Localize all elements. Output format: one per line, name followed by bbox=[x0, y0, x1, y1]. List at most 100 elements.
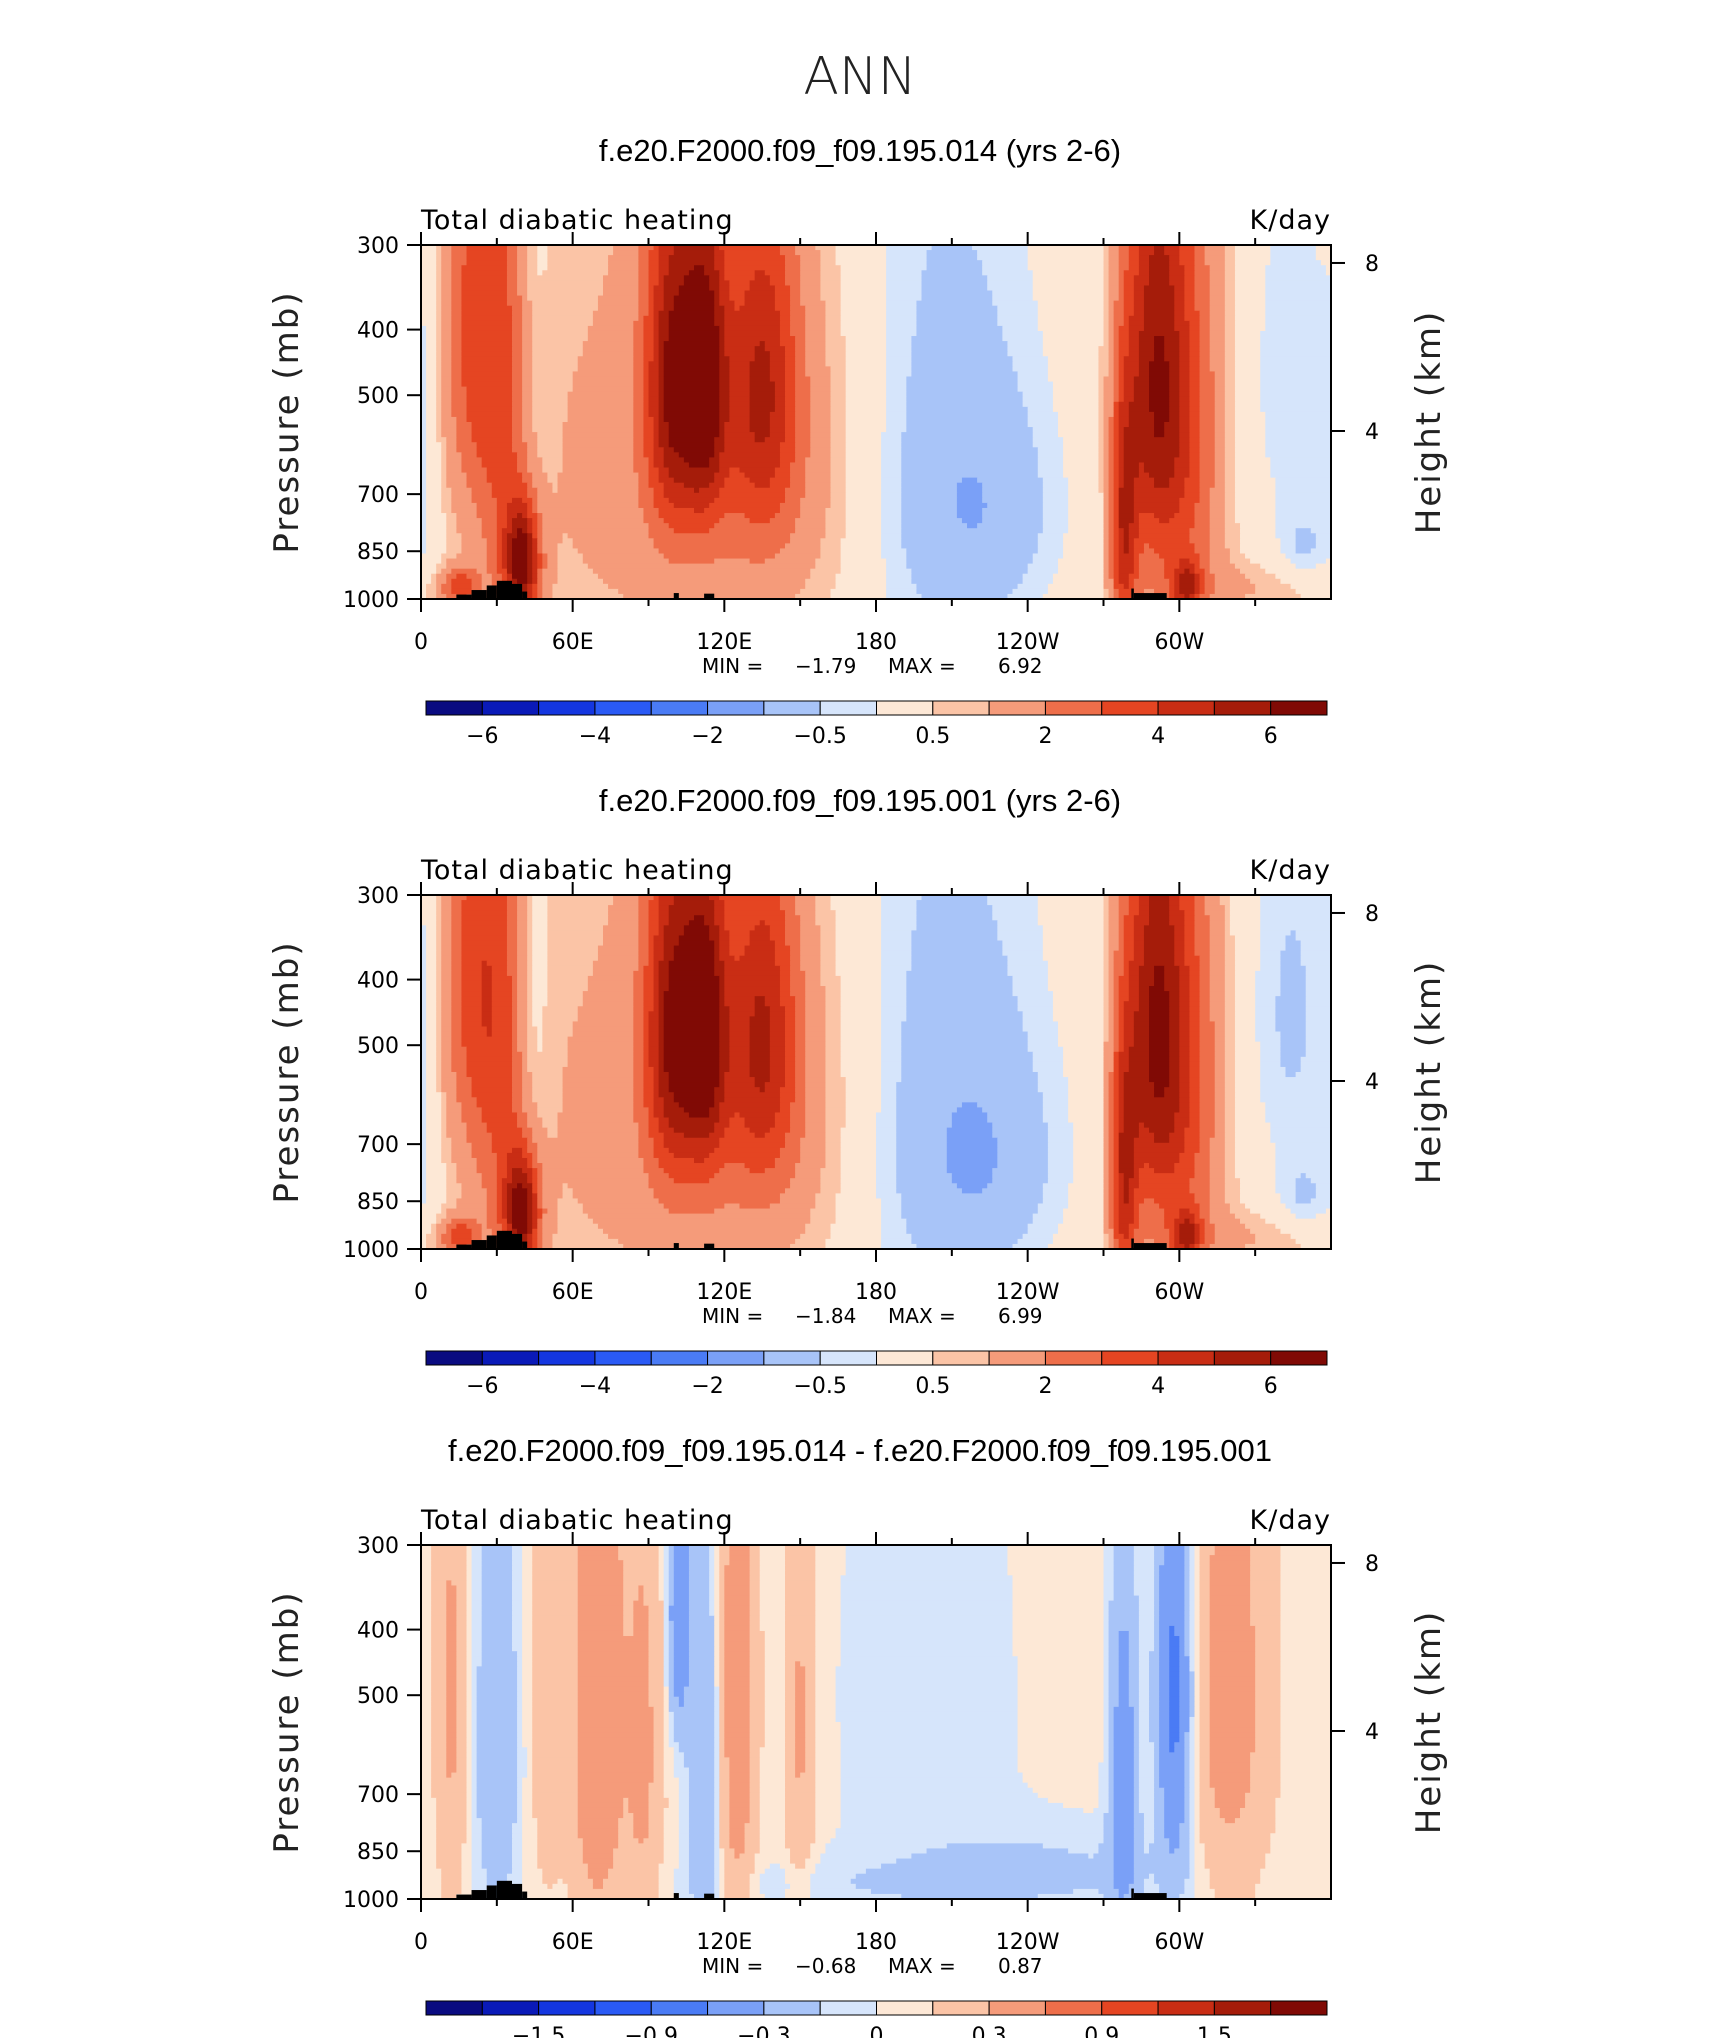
heatmap-cell bbox=[881, 472, 902, 479]
heatmap-cell bbox=[537, 563, 543, 570]
heatmap-cell bbox=[522, 528, 528, 534]
heatmap-cell bbox=[886, 341, 912, 347]
heatmap-cell bbox=[820, 275, 842, 281]
heatmap-cell bbox=[1260, 351, 1332, 357]
heatmap-cell bbox=[421, 553, 442, 560]
heatmap-cell bbox=[446, 477, 468, 484]
heatmap-cell bbox=[421, 935, 427, 942]
heatmap-cell bbox=[724, 513, 746, 519]
heatmap-cell bbox=[1174, 467, 1191, 474]
heatmap-cell bbox=[1234, 432, 1266, 438]
heatmap-cell bbox=[840, 1036, 882, 1043]
y-tick-label: 700 bbox=[357, 483, 399, 508]
heatmap-cell bbox=[668, 325, 720, 332]
heatmap-cell bbox=[795, 895, 816, 901]
heatmap-cell bbox=[1138, 573, 1165, 580]
heatmap-cell bbox=[658, 280, 665, 287]
heatmap-cell bbox=[1108, 945, 1120, 952]
heatmap-cell bbox=[557, 558, 584, 565]
heatmap-cell bbox=[517, 1036, 528, 1043]
heatmap-cell bbox=[729, 1056, 751, 1063]
heatmap-cell bbox=[1234, 487, 1276, 494]
heatmap-cell bbox=[1234, 1102, 1266, 1108]
heatmap-cell bbox=[461, 275, 508, 281]
heatmap-cell bbox=[506, 900, 518, 906]
heatmap-cell bbox=[1209, 513, 1226, 519]
heatmap-cell bbox=[1149, 986, 1165, 992]
heatmap-cell bbox=[678, 935, 710, 942]
heatmap-cell bbox=[522, 1066, 528, 1073]
heatmap-cell bbox=[436, 1031, 442, 1038]
heatmap-cell bbox=[840, 543, 882, 550]
heatmap-cell bbox=[441, 381, 452, 388]
heatmap-cell bbox=[461, 285, 508, 292]
heatmap-cell bbox=[1118, 452, 1125, 458]
heatmap-cell bbox=[426, 477, 442, 484]
heatmap-cell bbox=[436, 935, 442, 942]
heatmap-cell bbox=[977, 255, 1029, 261]
heatmap-cell bbox=[451, 991, 463, 997]
heatmap-cell bbox=[633, 406, 645, 413]
heatmap-cell bbox=[1189, 391, 1201, 398]
heatmap-cell bbox=[840, 1046, 882, 1053]
heatmap-cell bbox=[820, 260, 837, 266]
heatmap-cell bbox=[795, 422, 811, 428]
heatmap-cell bbox=[1037, 310, 1105, 317]
heatmap-cell bbox=[1108, 1082, 1115, 1088]
heatmap-cell bbox=[774, 950, 791, 957]
heatmap-cell bbox=[633, 1087, 645, 1093]
heatmap-cell bbox=[1224, 533, 1241, 539]
heatmap-cell bbox=[1169, 1031, 1180, 1038]
heatmap-cell bbox=[506, 920, 518, 926]
heatmap-cell bbox=[1037, 462, 1064, 469]
heatmap-cell bbox=[1234, 1011, 1256, 1017]
heatmap-cell bbox=[1320, 260, 1332, 266]
heatmap-cell bbox=[1164, 351, 1180, 357]
heatmap-cell bbox=[1194, 245, 1206, 251]
heatmap-cell bbox=[764, 346, 786, 352]
heatmap-cell bbox=[1194, 568, 1206, 575]
heatmap-cell bbox=[1280, 960, 1302, 967]
heatmap-cell bbox=[1199, 1016, 1211, 1023]
heatmap-cell bbox=[653, 320, 660, 327]
heatmap-cell bbox=[1305, 1021, 1332, 1028]
heatmap-cell bbox=[572, 543, 655, 550]
heatmap-cell bbox=[456, 1072, 468, 1078]
heatmap-cell bbox=[1290, 930, 1297, 937]
heatmap-cell bbox=[512, 411, 523, 418]
heatmap-cell bbox=[461, 270, 508, 276]
heatmap-cell bbox=[1224, 396, 1236, 403]
heatmap-cell bbox=[956, 1107, 983, 1114]
heatmap-cell bbox=[527, 275, 604, 281]
heatmap-cell bbox=[1098, 477, 1105, 484]
heatmap-cell bbox=[1234, 507, 1276, 514]
heatmap-cell bbox=[451, 265, 463, 271]
heatmap-cell bbox=[592, 568, 811, 575]
heatmap-cell bbox=[1108, 1021, 1115, 1028]
heatmap-cell bbox=[1027, 416, 1059, 423]
heatmap-cell bbox=[785, 280, 801, 287]
heatmap-cell bbox=[790, 1127, 806, 1134]
heatmap-cell bbox=[795, 1051, 806, 1058]
heatmap-cell bbox=[1047, 975, 1105, 982]
heatmap-cell bbox=[881, 900, 918, 906]
heatmap-cell bbox=[876, 1117, 897, 1124]
heatmap-cell bbox=[719, 285, 730, 292]
heatmap-cell bbox=[1234, 1026, 1256, 1033]
heatmap-cell bbox=[441, 275, 452, 281]
heatmap-cell bbox=[997, 920, 1039, 926]
heatmap-cell bbox=[800, 275, 821, 281]
heatmap-cell bbox=[461, 1006, 483, 1012]
heatmap-cell bbox=[486, 538, 498, 544]
heatmap-cell bbox=[714, 905, 725, 911]
heatmap-cell bbox=[506, 568, 513, 575]
heatmap-cell bbox=[886, 593, 923, 600]
heatmap-cell bbox=[421, 940, 427, 947]
heatmap-cell bbox=[1118, 396, 1125, 403]
heatmap-cell bbox=[881, 1087, 897, 1093]
heatmap-cell bbox=[522, 401, 533, 408]
heatmap-cell bbox=[532, 930, 548, 937]
heatmap-cell bbox=[441, 925, 452, 931]
heatmap-cell bbox=[774, 396, 786, 403]
heatmap-cell bbox=[729, 376, 751, 383]
